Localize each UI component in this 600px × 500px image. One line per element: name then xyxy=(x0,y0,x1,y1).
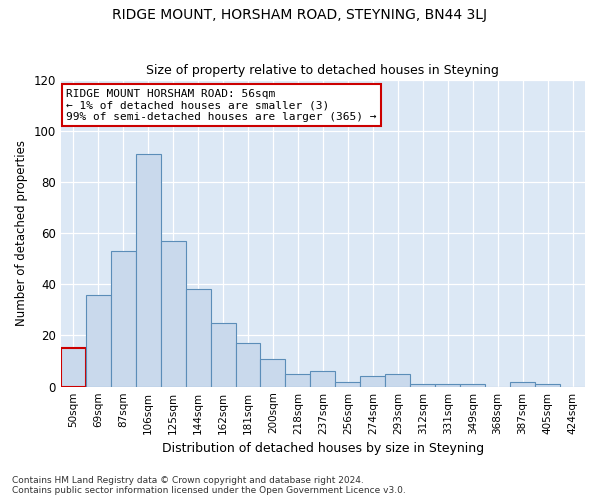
Bar xyxy=(335,382,361,386)
Bar xyxy=(286,374,310,386)
Bar xyxy=(211,322,236,386)
Bar xyxy=(111,251,136,386)
X-axis label: Distribution of detached houses by size in Steyning: Distribution of detached houses by size … xyxy=(162,442,484,455)
Bar xyxy=(185,290,211,386)
Text: RIDGE MOUNT, HORSHAM ROAD, STEYNING, BN44 3LJ: RIDGE MOUNT, HORSHAM ROAD, STEYNING, BN4… xyxy=(113,8,487,22)
Bar xyxy=(86,294,111,386)
Title: Size of property relative to detached houses in Steyning: Size of property relative to detached ho… xyxy=(146,64,499,77)
Bar xyxy=(435,384,460,386)
Bar xyxy=(460,384,485,386)
Bar xyxy=(136,154,161,386)
Bar xyxy=(361,376,385,386)
Bar xyxy=(410,384,435,386)
Y-axis label: Number of detached properties: Number of detached properties xyxy=(15,140,28,326)
Bar xyxy=(535,384,560,386)
Bar xyxy=(385,374,410,386)
Bar xyxy=(236,343,260,386)
Bar xyxy=(310,372,335,386)
Bar xyxy=(161,241,185,386)
Bar xyxy=(510,382,535,386)
Text: RIDGE MOUNT HORSHAM ROAD: 56sqm
← 1% of detached houses are smaller (3)
99% of s: RIDGE MOUNT HORSHAM ROAD: 56sqm ← 1% of … xyxy=(66,89,377,122)
Text: Contains HM Land Registry data © Crown copyright and database right 2024.
Contai: Contains HM Land Registry data © Crown c… xyxy=(12,476,406,495)
Bar xyxy=(260,358,286,386)
Bar xyxy=(61,348,86,387)
